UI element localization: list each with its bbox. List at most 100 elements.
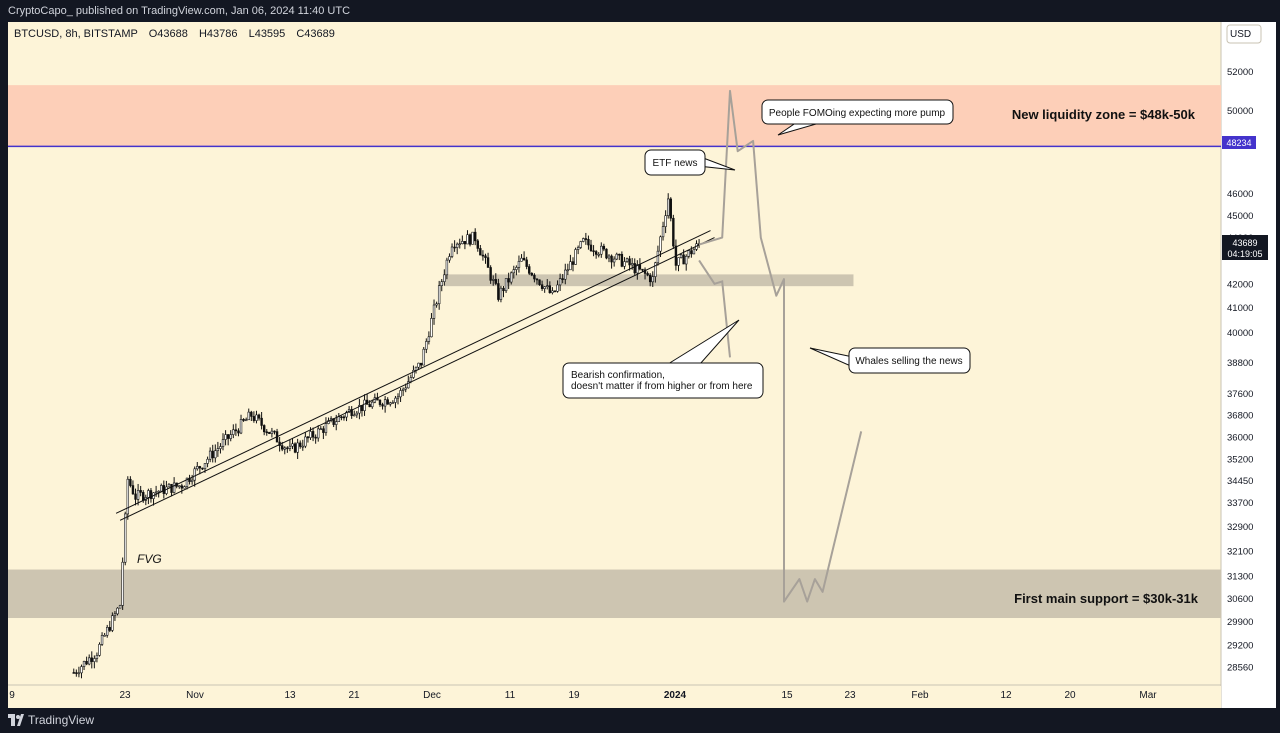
callout-etf: ETF news — [644, 149, 736, 176]
y-tick-label: 41000 — [1227, 303, 1253, 314]
candle — [201, 467, 204, 471]
alt-projection-path[interactable] — [698, 259, 731, 358]
candle — [594, 250, 598, 259]
candle — [157, 490, 160, 498]
ohlc-close: C43689 — [296, 28, 335, 40]
candle — [301, 439, 304, 451]
y-tick-label: 36000 — [1227, 432, 1253, 443]
trendline-lower[interactable] — [119, 237, 715, 521]
candle — [206, 456, 209, 468]
level-line-label: 48234 — [1222, 136, 1256, 149]
last-price-label: 43689 04:19:05 — [1222, 235, 1268, 260]
x-tick-label: 2024 — [664, 690, 687, 701]
candle — [679, 253, 683, 259]
time-axis[interactable]: 9 23 Nov 13 21 Dec 11 19 2024 15 23 Feb 12 20 Mar — [9, 690, 1157, 701]
candle — [219, 443, 222, 454]
y-tick-label: 31300 — [1227, 571, 1253, 582]
candle — [564, 263, 567, 285]
candle — [291, 438, 294, 450]
candle — [262, 424, 266, 436]
time-axis-panel — [8, 686, 1221, 708]
candle — [214, 444, 217, 463]
candle — [548, 281, 552, 294]
candle — [134, 488, 137, 506]
y-tick-label: 38800 — [1227, 358, 1253, 369]
tradingview-logo[interactable]: TradingView — [8, 713, 94, 727]
publish-header: CryptoCapo_ published on TradingView.com… — [0, 0, 1280, 22]
callout-bearish-line2: doesn't matter if from higher or from he… — [571, 381, 753, 392]
candle — [466, 230, 469, 245]
candle — [481, 250, 485, 261]
candle — [250, 410, 253, 421]
candle — [566, 263, 570, 276]
tradingview-icon — [8, 714, 24, 726]
candle — [677, 257, 680, 272]
candle — [592, 245, 595, 257]
candle — [319, 426, 322, 431]
x-tick-label: 13 — [284, 690, 296, 701]
candle — [492, 275, 495, 286]
candle — [612, 256, 616, 267]
x-tick-label: 9 — [9, 690, 15, 701]
candle — [98, 642, 101, 657]
candle — [620, 251, 624, 268]
candle — [299, 440, 302, 449]
x-tick-label: 15 — [781, 690, 793, 701]
candle — [468, 233, 472, 247]
y-tick-label: 45000 — [1227, 211, 1253, 222]
candle — [576, 245, 580, 255]
candle — [530, 272, 534, 277]
candle — [221, 433, 225, 451]
candle — [484, 253, 487, 264]
candle — [479, 244, 482, 256]
candle — [389, 401, 392, 407]
resistance-zone — [8, 85, 1221, 147]
candle — [672, 214, 675, 249]
chart-svg[interactable]: 28560 29200 29900 30600 31300 32100 32900 33700… — [8, 22, 1276, 708]
candle — [178, 485, 181, 489]
candle — [419, 362, 423, 369]
candle — [286, 446, 289, 453]
candle — [556, 280, 559, 293]
currency-button[interactable] — [1226, 24, 1262, 44]
chart-panel[interactable]: 28560 29200 29900 30600 31300 32100 32900 33700… — [8, 22, 1276, 708]
y-tick-label: 32100 — [1227, 546, 1253, 557]
candle — [448, 253, 451, 263]
candle — [149, 488, 153, 503]
candle — [363, 394, 366, 416]
candle — [430, 313, 433, 338]
tradingview-brand: TradingView — [28, 713, 95, 727]
zones-layer — [8, 85, 1221, 619]
candle — [113, 611, 117, 621]
candle — [605, 248, 608, 260]
candle — [623, 257, 626, 270]
candle — [473, 228, 477, 246]
candle — [571, 257, 575, 272]
candle — [340, 415, 343, 421]
candle — [615, 252, 618, 261]
candle — [471, 231, 474, 245]
trendline-upper[interactable] — [115, 230, 711, 514]
y-tick-label: 32900 — [1227, 522, 1253, 533]
candle — [525, 256, 528, 270]
candle — [226, 434, 230, 446]
candle — [391, 400, 395, 404]
y-tick-label: 50000 — [1227, 106, 1253, 117]
candle — [167, 483, 171, 488]
candle — [551, 287, 554, 295]
candle — [88, 654, 91, 666]
candle — [82, 660, 86, 671]
candles-layer — [72, 193, 701, 679]
candle — [193, 466, 196, 487]
candle — [317, 425, 320, 442]
candle — [504, 278, 508, 293]
candle — [268, 431, 271, 435]
candle — [455, 242, 459, 255]
candle — [293, 442, 297, 454]
candle — [383, 396, 387, 413]
level-line-value: 48234 — [1226, 138, 1251, 148]
projection-path[interactable] — [698, 89, 863, 603]
x-tick-label: 21 — [348, 690, 360, 701]
candle — [229, 430, 232, 442]
x-tick-label: 11 — [505, 690, 516, 701]
